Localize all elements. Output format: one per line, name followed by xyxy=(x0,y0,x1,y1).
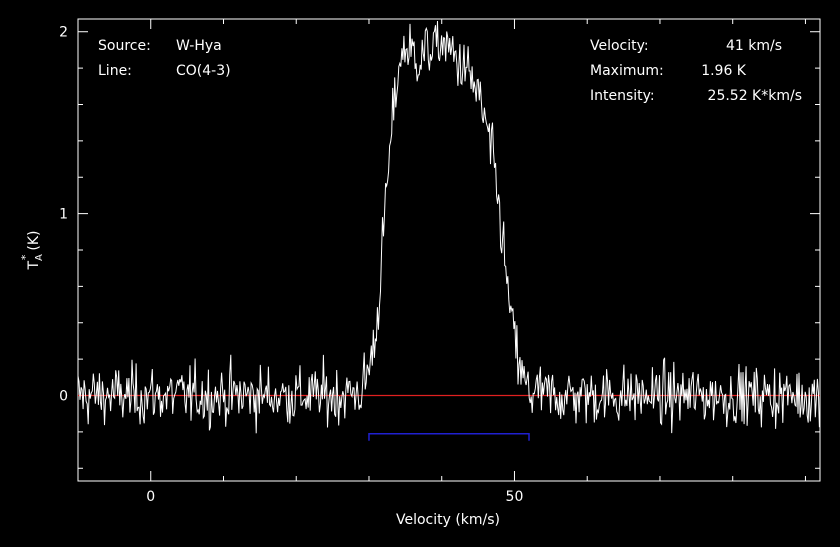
integration-window xyxy=(368,432,530,441)
x-tick-label: 50 xyxy=(506,489,524,505)
line-key: Line: xyxy=(98,63,132,79)
y-tick-label: 2 xyxy=(59,25,68,41)
y-tick-label: 0 xyxy=(59,389,68,405)
line-value: CO(4-3) xyxy=(176,63,231,79)
velocity-key: Velocity: xyxy=(590,38,649,54)
maximum-key: Maximum: xyxy=(590,63,664,79)
y-axis-label-sub: A xyxy=(34,254,45,261)
y-axis-label: TA* (K) xyxy=(19,230,45,270)
y-axis-label-unit: (K) xyxy=(26,230,42,250)
source-value: W-Hya xyxy=(176,38,222,54)
spectrum-line xyxy=(77,20,820,434)
y-axis-label-sup: * xyxy=(19,254,32,260)
x-tick-label: 0 xyxy=(146,489,155,505)
tick-labels: 0 50 0 1 2 xyxy=(59,25,523,505)
y-tick-label: 1 xyxy=(59,207,68,223)
y-axis-label-main: T xyxy=(26,261,42,271)
maximum-value: 1.96 K xyxy=(701,63,747,79)
intensity-value: 25.52 K*km/s xyxy=(708,88,802,104)
x-axis-label: Velocity (km/s) xyxy=(396,512,500,528)
velocity-value: 41 km/s xyxy=(726,38,782,54)
source-key: Source: xyxy=(98,38,151,54)
svg-text:TA*(K): TA* (K) xyxy=(19,230,45,270)
intensity-key: Intensity: xyxy=(590,88,655,104)
